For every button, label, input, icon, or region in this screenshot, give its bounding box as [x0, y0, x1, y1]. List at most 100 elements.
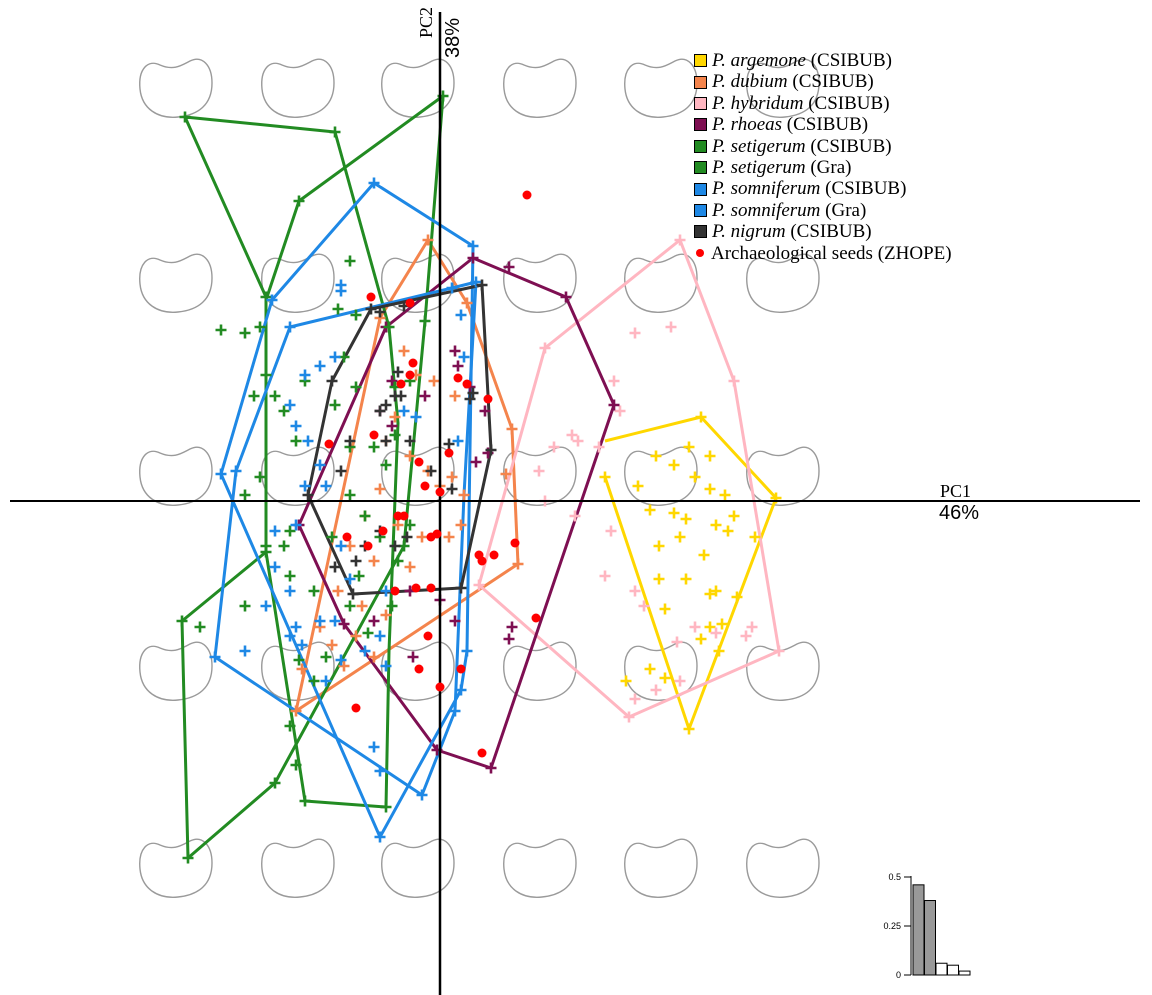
plus-marker	[299, 480, 311, 492]
plus-marker	[320, 480, 332, 492]
plus-marker	[239, 600, 251, 612]
plus-marker	[386, 600, 398, 612]
eigenvalue-inset: 0.5 0.25 0	[883, 872, 971, 980]
plus-marker	[449, 390, 461, 402]
seed-outline	[503, 641, 577, 701]
plus-marker	[410, 411, 422, 423]
plus-marker	[644, 663, 656, 675]
plus-marker	[344, 489, 356, 501]
data-markers	[176, 90, 785, 864]
archaeological-dot	[432, 529, 442, 539]
plus-marker	[326, 375, 338, 387]
legend-entry: P. hybridum (CSIBUB)	[694, 93, 952, 114]
plus-marker	[359, 510, 371, 522]
plus-marker	[368, 441, 380, 453]
plus-marker	[680, 513, 692, 525]
plus-marker	[293, 195, 305, 207]
plus-marker	[704, 588, 716, 600]
seed-outline	[139, 446, 213, 506]
archaeological-dot	[531, 613, 541, 623]
archaeological-dot	[405, 298, 415, 308]
plus-marker	[383, 321, 395, 333]
plus-marker	[395, 390, 407, 402]
legend-swatch	[694, 204, 707, 218]
plus-marker	[689, 621, 701, 633]
plus-marker	[314, 615, 326, 627]
plus-marker	[620, 675, 632, 687]
legend-source: (CSIBUB)	[792, 71, 874, 93]
plus-marker	[284, 570, 296, 582]
legend-species: P. somniferum	[712, 178, 821, 200]
plus-marker	[350, 381, 362, 393]
archaeological-dot	[435, 487, 445, 497]
seed-outline	[381, 446, 455, 506]
plus-marker	[380, 435, 392, 447]
plus-marker	[239, 327, 251, 339]
plus-marker	[290, 705, 302, 717]
plus-marker	[653, 573, 665, 585]
seed-outline	[503, 838, 577, 898]
plus-marker	[254, 321, 266, 333]
legend-species: P. setigerum	[712, 135, 806, 157]
archaeological-dot	[474, 550, 484, 560]
legend-entry: P. somniferum (Gra)	[694, 200, 952, 221]
plus-marker	[278, 540, 290, 552]
plus-marker	[368, 741, 380, 753]
archaeological-dot	[510, 538, 520, 548]
plus-marker	[467, 252, 479, 264]
plus-marker	[422, 234, 434, 246]
plus-marker	[389, 411, 401, 423]
plus-marker	[266, 294, 278, 306]
legend-swatch	[694, 161, 707, 175]
plus-marker	[380, 459, 392, 471]
convex-hulls	[180, 94, 781, 860]
plus-marker	[500, 468, 512, 480]
plus-marker	[380, 609, 392, 621]
plus-marker	[428, 375, 440, 387]
plus-marker	[455, 519, 467, 531]
hull-outline	[306, 283, 493, 596]
plus-marker	[392, 366, 404, 378]
inset-tick-label: 0	[896, 970, 901, 980]
plus-marker	[380, 399, 392, 411]
plus-marker	[368, 651, 380, 663]
archaeological-dot	[405, 370, 415, 380]
plus-marker	[290, 435, 302, 447]
plus-marker	[470, 276, 482, 288]
plus-marker	[668, 459, 680, 471]
plus-marker	[296, 639, 308, 651]
seed-outline	[746, 838, 820, 898]
seed-outline	[746, 58, 820, 118]
plus-marker	[407, 651, 419, 663]
seed-outline-grid	[139, 58, 820, 898]
plus-marker	[284, 321, 296, 333]
plus-marker	[506, 621, 518, 633]
plus-marker	[350, 309, 362, 321]
plus-marker	[548, 441, 560, 453]
archaeological-dot	[477, 748, 487, 758]
plus-marker	[704, 450, 716, 462]
plus-marker	[446, 471, 458, 483]
plus-marker	[671, 636, 683, 648]
legend-source: (Gra)	[810, 157, 852, 179]
plus-marker	[416, 789, 428, 801]
legend-entry: P. setigerum (CSIBUB)	[694, 136, 952, 157]
plus-marker	[239, 645, 251, 657]
archaeological-dot	[453, 373, 463, 383]
plus-marker	[401, 531, 413, 543]
plus-marker	[290, 759, 302, 771]
plus-marker	[740, 630, 752, 642]
legend-species: P. setigerum	[712, 157, 806, 179]
plus-marker	[455, 684, 467, 696]
hull-outline	[219, 181, 475, 839]
plus-marker	[344, 435, 356, 447]
seed-outline	[261, 58, 335, 118]
seed-outline	[746, 253, 820, 313]
plus-marker	[179, 111, 191, 123]
plus-marker	[248, 390, 260, 402]
hull-outline	[180, 94, 445, 860]
archaeological-dot	[390, 586, 400, 596]
plus-marker	[722, 525, 734, 537]
plus-marker	[728, 375, 740, 387]
